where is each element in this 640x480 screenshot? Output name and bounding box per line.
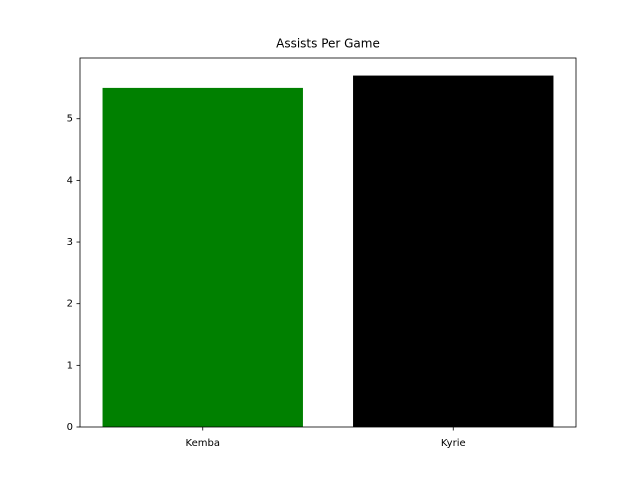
y-tick-label: 4 (67, 175, 73, 186)
bar (102, 87, 303, 427)
chart-title: Assists Per Game (276, 37, 380, 51)
x-tick-label: Kemba (186, 438, 220, 449)
y-tick-label: 1 (67, 360, 73, 371)
y-tick-label: 5 (67, 114, 73, 125)
y-tick-label: 0 (67, 422, 73, 433)
axes-frame (79, 57, 577, 428)
bar (353, 75, 554, 428)
y-tick-label: 2 (67, 299, 73, 310)
x-tick-label: Kyrie (441, 438, 466, 449)
y-tick-label: 3 (67, 237, 73, 248)
